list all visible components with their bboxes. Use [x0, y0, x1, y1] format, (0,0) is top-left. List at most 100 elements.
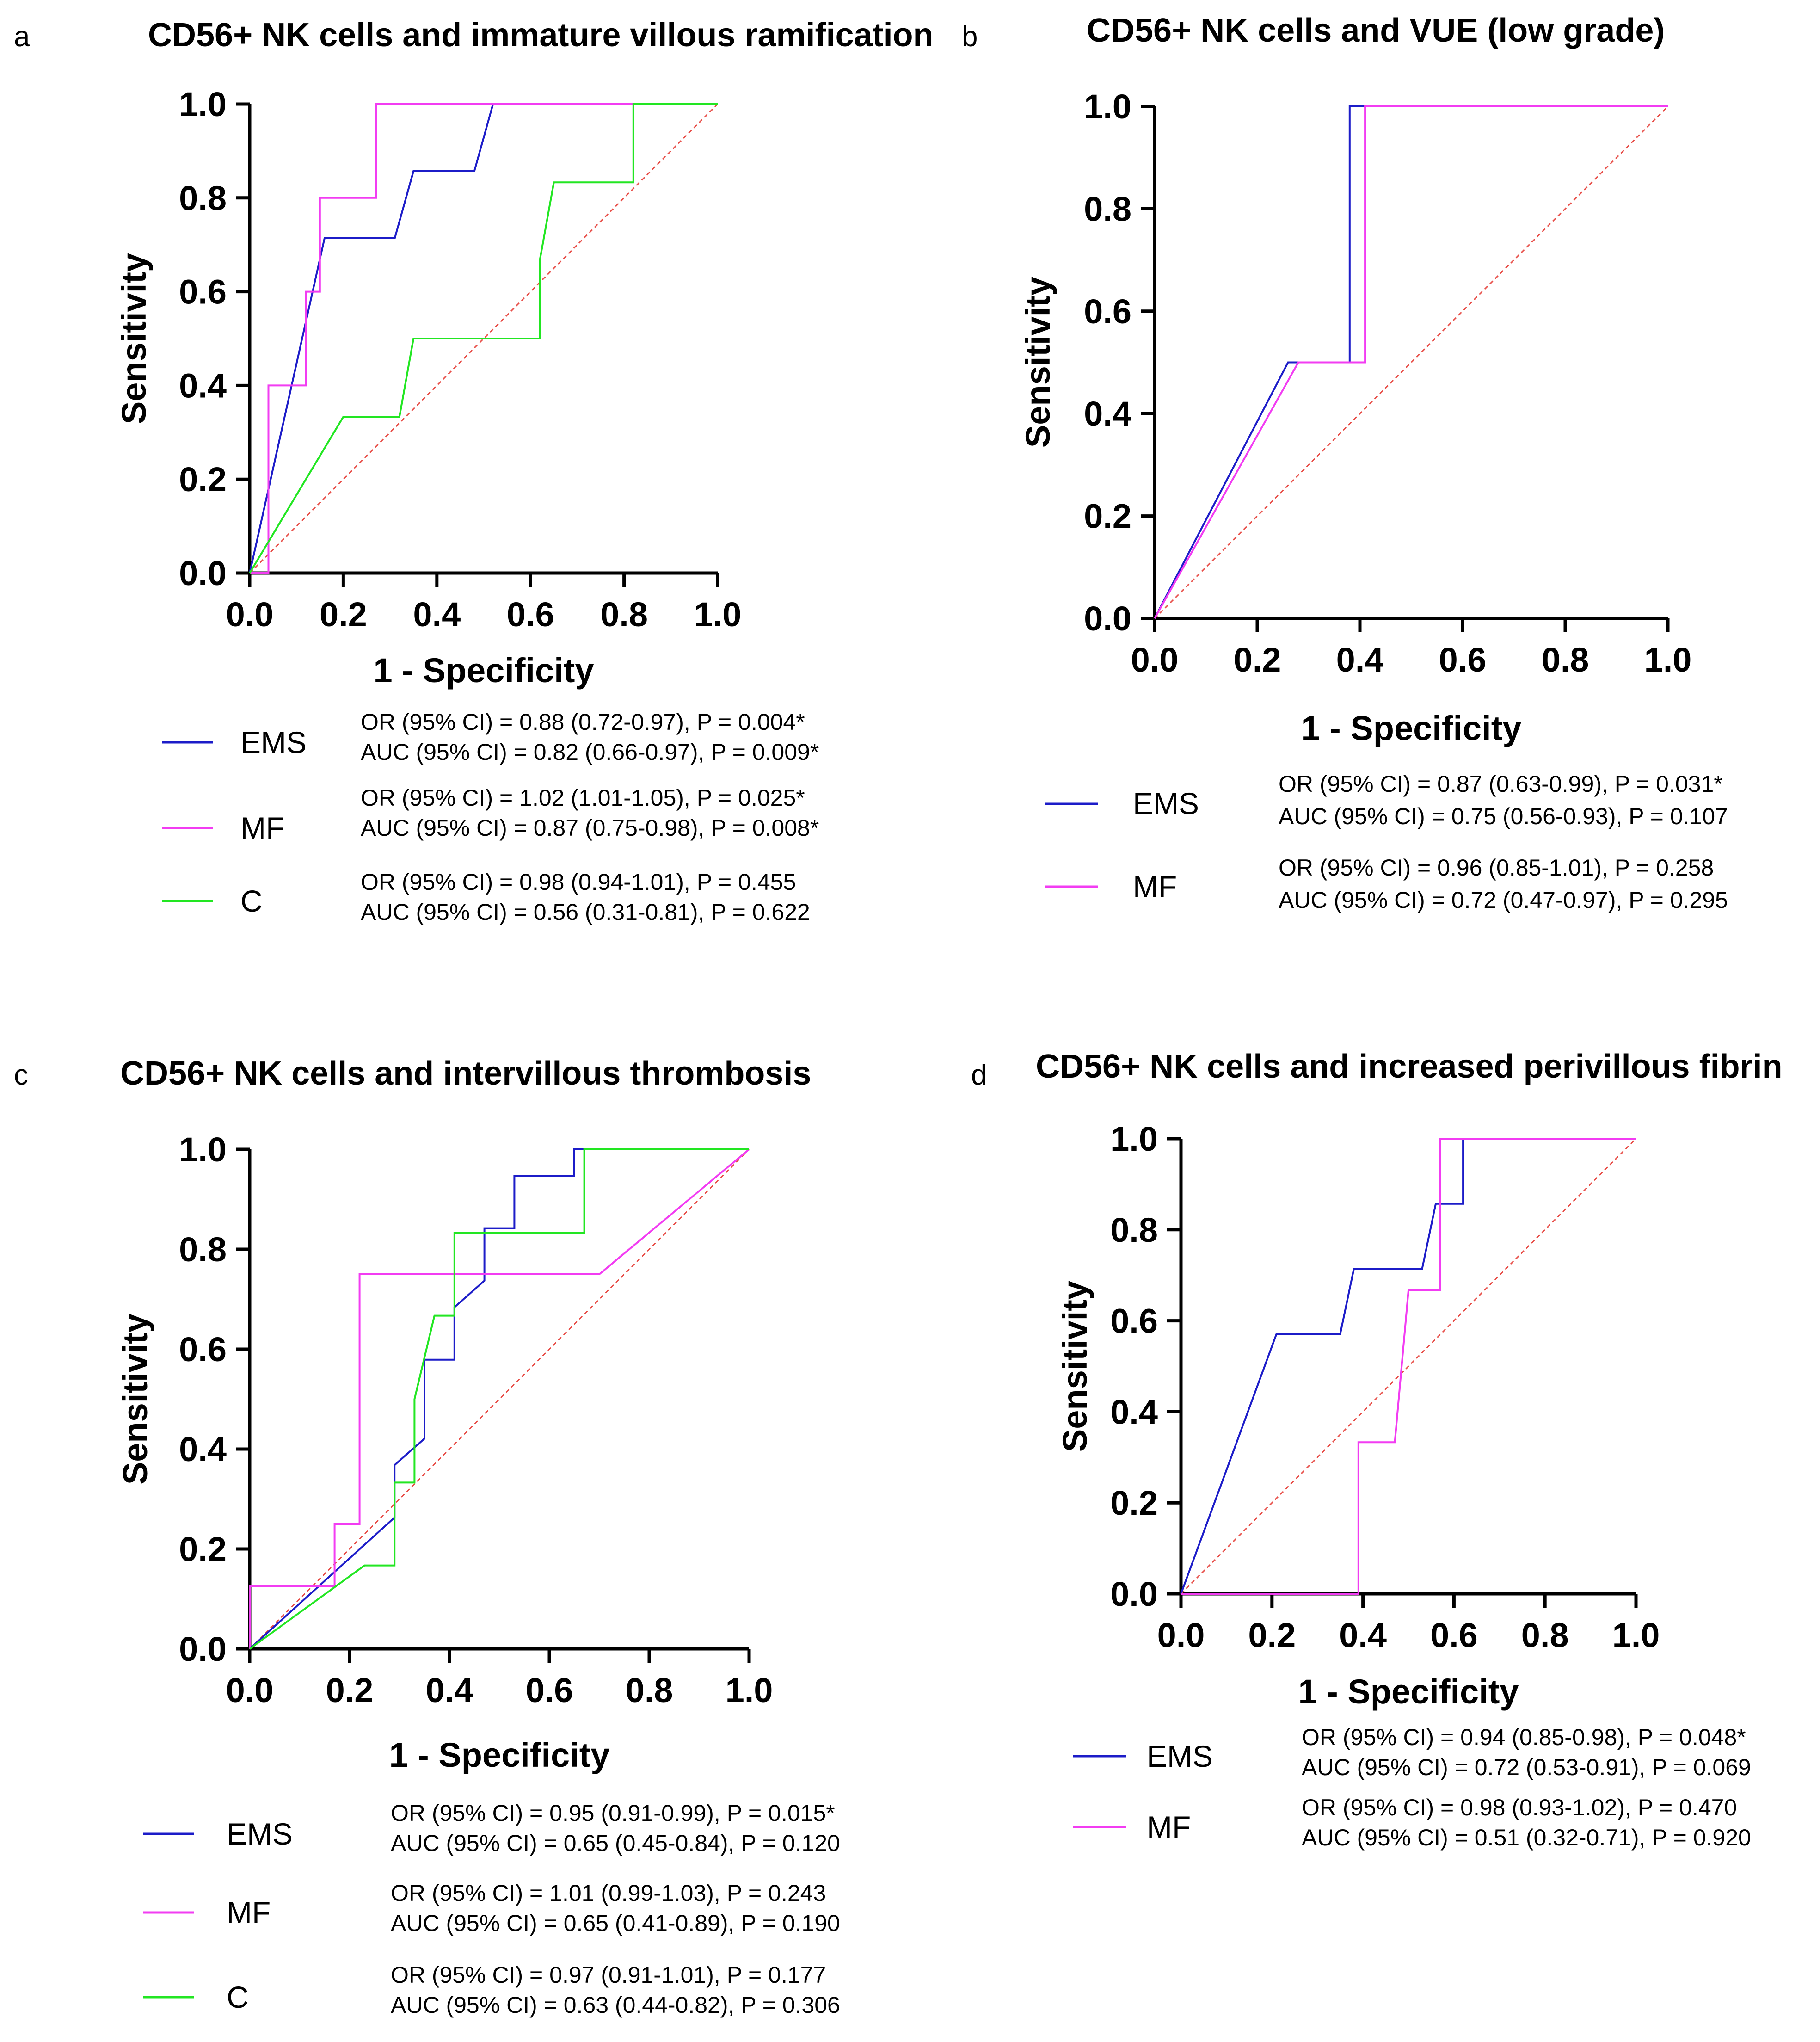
y-tick-label: 1.0	[1084, 87, 1131, 126]
roc-curve-ems	[1180, 1138, 1636, 1594]
y-tick-label: 0.4	[1084, 395, 1131, 433]
legend-label-ems: EMS	[1147, 1739, 1213, 1773]
y-tick-label: 0.2	[1084, 497, 1131, 536]
x-tick-label: 1.0	[1612, 1616, 1660, 1654]
x-tick-label: 0.6	[526, 1671, 573, 1709]
legend-label-c: C	[240, 884, 263, 918]
roc-curve-c	[249, 103, 718, 574]
x-tick-label: 0.0	[226, 595, 274, 634]
y-tick-label: 0.6	[179, 1330, 227, 1369]
panel-letter: c	[14, 1059, 28, 1091]
x-tick-label: 0.0	[1131, 641, 1179, 679]
x-tick-label: 0.2	[326, 1671, 374, 1709]
x-tick-label: 0.6	[1439, 641, 1487, 679]
legend-or-stat: OR (95% CI) = 0.95 (0.91-0.99), P = 0.01…	[391, 1800, 835, 1826]
x-tick-label: 0.2	[320, 595, 367, 634]
legend-label-mf: MF	[240, 811, 284, 845]
x-tick-label: 0.6	[1430, 1616, 1478, 1654]
y-tick-label: 0.0	[179, 554, 227, 592]
panel-letter: d	[971, 1059, 987, 1091]
x-tick-label: 0.8	[1521, 1616, 1569, 1654]
y-tick-label: 1.0	[179, 1130, 227, 1169]
legend-or-stat: OR (95% CI) = 1.01 (0.99-1.03), P = 0.24…	[391, 1880, 826, 1906]
y-tick-label: 0.8	[1110, 1211, 1158, 1249]
y-tick-label: 0.6	[179, 273, 227, 311]
roc-curve-mf	[1181, 1138, 1636, 1595]
y-tick-label: 0.4	[179, 366, 227, 405]
y-axis-label: Sensitivity	[1019, 277, 1057, 448]
legend-auc-stat: AUC (95% CI) = 0.82 (0.66-0.97), P = 0.0…	[361, 739, 819, 765]
y-axis-label: Sensitivity	[116, 1314, 154, 1485]
reference-diagonal-line	[1180, 1138, 1637, 1595]
roc-panel-c: c CD56+ NK cells and intervillous thrombo…	[14, 1055, 840, 2018]
legend-label-ems: EMS	[240, 725, 307, 759]
legend-or-stat: OR (95% CI) = 0.97 (0.91-1.01), P = 0.17…	[391, 1962, 826, 1988]
legend-or-stat: OR (95% CI) = 0.98 (0.93-1.02), P = 0.47…	[1302, 1795, 1737, 1820]
y-tick-label: 0.6	[1110, 1302, 1158, 1340]
x-axis-label: 1 - Specificity	[1301, 709, 1521, 747]
legend-or-stat: OR (95% CI) = 0.88 (0.72-0.97), P = 0.00…	[361, 709, 805, 735]
x-tick-label: 0.0	[226, 1671, 274, 1709]
y-tick-label: 0.0	[1110, 1575, 1158, 1613]
legend-auc-stat: AUC (95% CI) = 0.65 (0.45-0.84), P = 0.1…	[391, 1830, 840, 1856]
roc-curve-mf	[1154, 105, 1668, 619]
y-tick-label: 0.8	[179, 1230, 227, 1269]
legend-auc-stat: AUC (95% CI) = 0.75 (0.56-0.93), P = 0.1…	[1279, 803, 1728, 829]
x-tick-label: 0.8	[1542, 641, 1589, 679]
roc-panel-a: a CD56+ NK cells and immature villous ram…	[14, 17, 934, 925]
x-tick-label: 0.4	[1336, 641, 1384, 679]
legend-or-stat: OR (95% CI) = 0.96 (0.85-1.01), P = 0.25…	[1279, 855, 1714, 881]
y-tick-label: 0.8	[179, 179, 227, 217]
y-tick-label: 0.4	[179, 1430, 227, 1468]
x-tick-label: 0.4	[413, 595, 461, 634]
chart-title: CD56+ NK cells and increased perivillous…	[1036, 1048, 1783, 1085]
y-tick-label: 0.8	[1084, 190, 1131, 228]
y-axis-label: Sensitivity	[115, 253, 153, 424]
x-tick-label: 1.0	[1644, 641, 1692, 679]
x-tick-label: 1.0	[694, 595, 742, 634]
y-tick-label: 0.6	[1084, 292, 1131, 331]
y-tick-label: 0.0	[179, 1630, 227, 1668]
legend-label-ems: EMS	[227, 1817, 293, 1851]
y-tick-label: 0.2	[1110, 1484, 1158, 1522]
legend-or-stat: OR (95% CI) = 0.98 (0.94-1.01), P = 0.45…	[361, 869, 796, 895]
x-tick-label: 0.0	[1157, 1616, 1205, 1654]
x-tick-label: 0.2	[1234, 641, 1281, 679]
panel-letter: a	[14, 21, 30, 53]
legend-auc-stat: AUC (95% CI) = 0.65 (0.41-0.89), P = 0.1…	[391, 1910, 840, 1936]
legend-or-stat: OR (95% CI) = 0.94 (0.85-0.98), P = 0.04…	[1302, 1724, 1746, 1750]
roc-curve-mf	[249, 1148, 750, 1649]
roc-panel-b: b CD56+ NK cells and VUE (low grade)0.0 0.…	[962, 12, 1728, 913]
legend-auc-stat: AUC (95% CI) = 0.51 (0.32-0.71), P = 0.9…	[1302, 1825, 1751, 1851]
legend-label-c: C	[227, 1980, 249, 2014]
roc-curve-mf	[250, 103, 718, 574]
chart-title: CD56+ NK cells and intervillous thrombos…	[120, 1055, 811, 1092]
y-tick-label: 0.2	[179, 1530, 227, 1568]
roc-curve-ems	[249, 1148, 749, 1650]
roc-curve-c	[249, 1148, 749, 1650]
x-tick-label: 0.2	[1248, 1616, 1296, 1654]
legend-label-mf: MF	[1133, 870, 1177, 904]
x-tick-label: 0.8	[626, 1671, 673, 1709]
legend-or-stat: OR (95% CI) = 0.87 (0.63-0.99), P = 0.03…	[1279, 771, 1723, 797]
y-tick-label: 0.4	[1110, 1393, 1158, 1431]
legend-label-ems: EMS	[1133, 786, 1199, 821]
x-axis-label: 1 - Specificity	[373, 651, 594, 690]
x-axis-label: 1 - Specificity	[1298, 1672, 1519, 1711]
legend-label-mf: MF	[1147, 1810, 1191, 1844]
legend-auc-stat: AUC (95% CI) = 0.72 (0.47-0.97), P = 0.2…	[1279, 887, 1728, 913]
x-tick-label: 1.0	[726, 1671, 773, 1709]
reference-diagonal-line	[1154, 105, 1669, 619]
legend-auc-stat: AUC (95% CI) = 0.56 (0.31-0.81), P = 0.6…	[361, 899, 810, 925]
chart-title: CD56+ NK cells and immature villous rami…	[148, 17, 934, 54]
y-axis-label: Sensitivity	[1056, 1281, 1094, 1452]
reference-diagonal-line	[249, 1148, 750, 1650]
legend-or-stat: OR (95% CI) = 1.02 (1.01-1.05), P = 0.02…	[361, 785, 805, 811]
legend-label-mf: MF	[227, 1895, 271, 1930]
x-tick-label: 0.6	[507, 595, 554, 634]
y-tick-label: 1.0	[179, 85, 227, 123]
y-tick-label: 0.0	[1084, 599, 1131, 638]
y-tick-label: 1.0	[1110, 1120, 1158, 1158]
legend-auc-stat: AUC (95% CI) = 0.63 (0.44-0.82), P = 0.3…	[391, 1992, 840, 2018]
